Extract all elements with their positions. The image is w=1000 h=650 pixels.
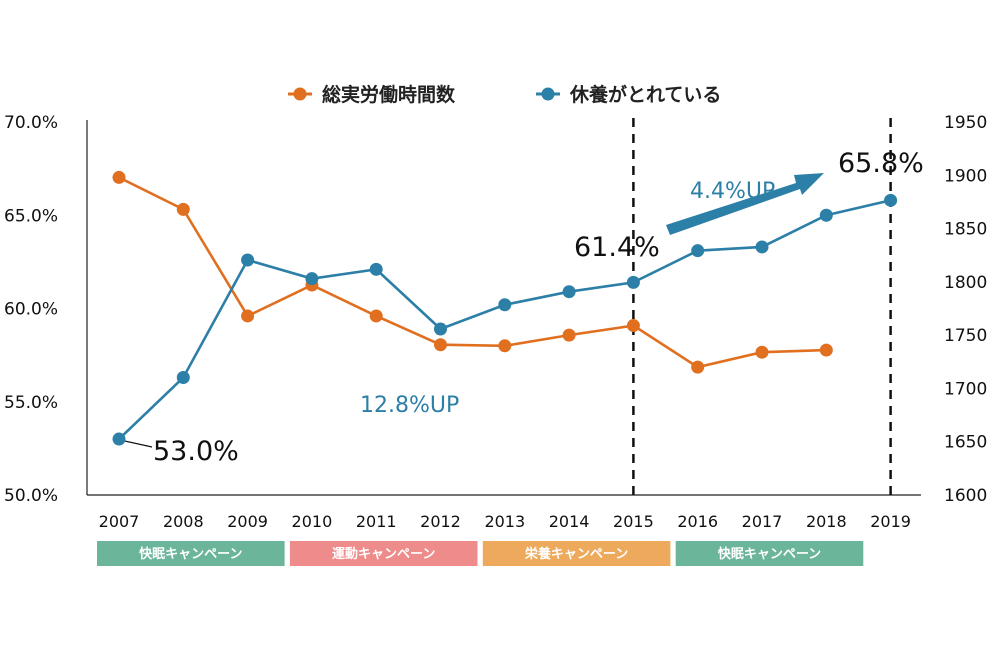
x-tick-label: 2015 xyxy=(613,512,654,531)
right-tick-label: 1700 xyxy=(944,379,987,399)
campaign-bar-3 xyxy=(675,541,864,566)
data-point-1-2009 xyxy=(241,253,255,267)
right-tick-label: 1750 xyxy=(944,326,987,346)
data-point-0-2017 xyxy=(755,345,769,359)
data-point-1-2012 xyxy=(434,322,447,336)
data-point-0-2016 xyxy=(691,360,705,374)
data-point-1-2014 xyxy=(562,285,576,299)
data-point-0-2015 xyxy=(626,319,640,333)
start-leader-line xyxy=(124,440,153,448)
legend-label-0: 総実労働時間数 xyxy=(322,83,456,106)
x-tick-label: 2007 xyxy=(99,512,140,531)
x-tick-label: 2018 xyxy=(806,512,847,531)
x-tick-label: 2013 xyxy=(484,512,525,531)
annotations: 53.0% 61.4% 65.8% 12.8%UP 4.4%UP xyxy=(124,148,924,467)
campaign-bar-0 xyxy=(97,541,285,566)
x-tick-label: 2019 xyxy=(870,512,911,531)
right-tick-label: 1900 xyxy=(944,166,987,186)
data-point-0-2009 xyxy=(241,309,255,323)
legend-marker-1 xyxy=(541,87,555,101)
left-tick-label: 55.0% xyxy=(4,393,58,413)
x-tick-label: 2016 xyxy=(677,512,718,531)
x-tick-label: 2017 xyxy=(742,512,783,531)
x-tick-label: 2014 xyxy=(549,512,590,531)
x-tick-label: 2008 xyxy=(163,512,204,531)
x-tick-label: 2011 xyxy=(356,512,397,531)
growth-recent-label: 4.4%UP xyxy=(690,179,775,204)
data-point-1-2013 xyxy=(498,298,512,312)
right-tick-label: 1950 xyxy=(944,113,987,133)
campaign-label-2: 栄養キャンペーン xyxy=(524,546,628,562)
right-tick-label: 1850 xyxy=(944,220,987,240)
data-point-0-2014 xyxy=(562,328,576,342)
data-point-1-2017 xyxy=(755,240,769,254)
x-tick-label: 2012 xyxy=(420,512,461,531)
data-point-1-2010 xyxy=(305,272,319,286)
right-tick-label: 1600 xyxy=(944,486,987,506)
series-line-0 xyxy=(118,176,827,369)
growth-total-label: 12.8%UP xyxy=(360,393,459,418)
campaign-label-1: 運動キャンペーン xyxy=(332,546,435,562)
x-tick-label: 2010 xyxy=(292,512,333,531)
left-tick-label: 60.0% xyxy=(4,300,58,320)
end-value-label: 65.8% xyxy=(838,148,924,179)
data-point-0-2008 xyxy=(176,202,190,216)
growth-arrow xyxy=(666,173,824,235)
data-point-0-2013 xyxy=(498,339,512,353)
data-point-1-2015 xyxy=(626,275,640,289)
campaign-bar-1 xyxy=(289,541,478,566)
right-tick-label: 1800 xyxy=(944,273,987,293)
campaign-label-0: 快眠キャンペーン xyxy=(139,546,242,562)
legend-marker-0 xyxy=(293,87,307,101)
right-tick-label: 1650 xyxy=(944,433,987,453)
legend: 総実労働時間数 休養がとれている xyxy=(288,83,721,106)
series-line-1 xyxy=(118,199,891,440)
left-tick-label: 50.0% xyxy=(4,486,58,506)
data-point-1-2011 xyxy=(369,262,383,276)
mid-value-label: 61.4% xyxy=(574,232,660,263)
campaign-label-3: 快眠キャンペーン xyxy=(718,546,821,562)
data-point-0-2007 xyxy=(112,170,126,184)
data-point-0-2018 xyxy=(819,343,833,357)
x-tick-label: 2009 xyxy=(227,512,268,531)
data-point-1-2019 xyxy=(884,193,898,207)
data-point-1-2018 xyxy=(819,208,833,222)
campaign-bars: 快眠キャンペーン 運動キャンペーン 栄養キャンペーン 快眠キャンペーン xyxy=(97,541,864,566)
legend-label-1: 休養がとれている xyxy=(569,83,721,106)
left-tick-label: 65.0% xyxy=(4,206,58,226)
start-value-label: 53.0% xyxy=(153,436,239,467)
series-layer xyxy=(112,170,898,446)
data-point-0-2011 xyxy=(369,309,383,323)
left-tick-label: 70.0% xyxy=(4,113,58,133)
data-point-1-2008 xyxy=(176,371,190,385)
data-point-0-2012 xyxy=(434,338,447,352)
campaign-bar-2 xyxy=(482,541,671,566)
data-point-1-2016 xyxy=(691,244,705,258)
data-point-1-2007 xyxy=(112,432,126,446)
axes: 50.0% 55.0% 60.0% 65.0% 70.0% 1600 1650 1700 175… xyxy=(4,113,987,531)
